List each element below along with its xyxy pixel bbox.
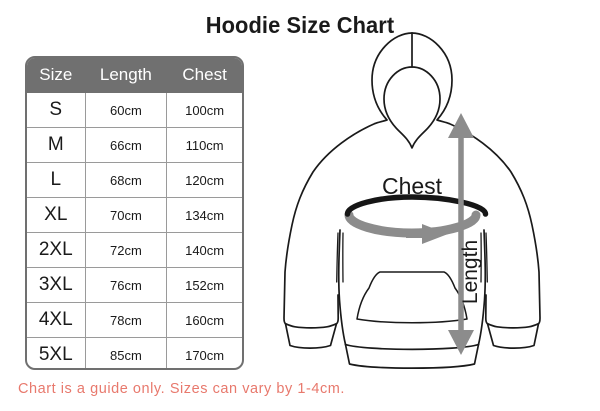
svg-text:Length: Length <box>459 240 482 304</box>
svg-text:Chest: Chest <box>382 173 443 199</box>
